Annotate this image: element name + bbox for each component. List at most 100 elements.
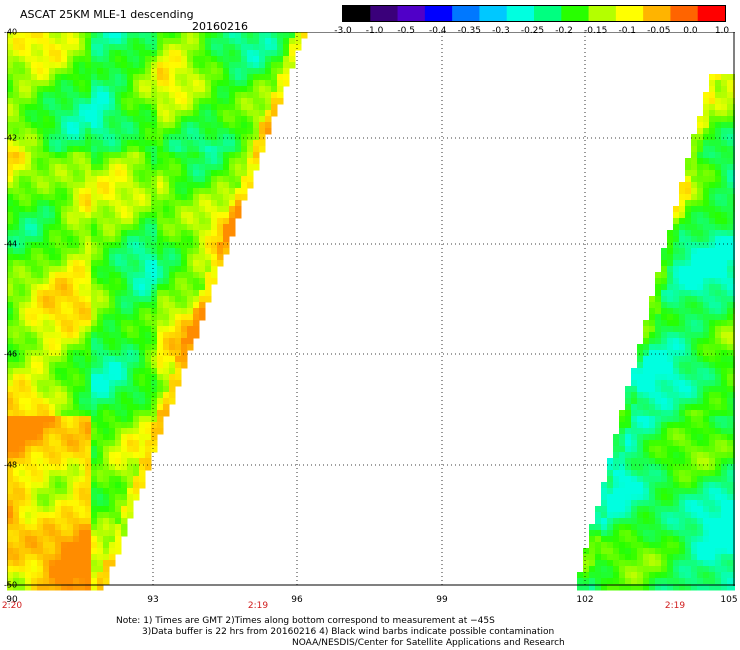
- wind-cell: [661, 326, 668, 333]
- wind-cell: [61, 326, 68, 333]
- wind-cell: [253, 158, 260, 165]
- wind-cell: [727, 512, 734, 519]
- wind-cell: [709, 398, 716, 405]
- wind-cell: [127, 146, 134, 153]
- wind-cell: [55, 566, 62, 573]
- wind-cell: [49, 176, 56, 183]
- wind-cell: [73, 554, 80, 561]
- wind-cell: [679, 566, 686, 573]
- wind-cell: [601, 512, 608, 519]
- wind-cell: [31, 278, 38, 285]
- wind-cell: [691, 476, 698, 483]
- wind-cell: [721, 398, 728, 405]
- wind-cell: [121, 530, 128, 537]
- wind-cell: [709, 146, 716, 153]
- wind-cell: [607, 542, 614, 549]
- wind-cell: [697, 182, 704, 189]
- wind-cell: [715, 254, 722, 261]
- wind-cell: [289, 56, 296, 63]
- wind-cell: [85, 32, 92, 39]
- wind-cell: [49, 278, 56, 285]
- wind-cell: [673, 470, 680, 477]
- wind-cell: [715, 200, 722, 207]
- wind-cell: [7, 212, 14, 219]
- wind-cell: [607, 578, 614, 585]
- wind-cell: [121, 224, 128, 231]
- wind-cell: [49, 578, 56, 585]
- wind-cell: [115, 344, 122, 351]
- wind-cell: [727, 254, 734, 261]
- wind-cell: [163, 254, 170, 261]
- wind-cell: [217, 152, 224, 159]
- wind-cell: [61, 62, 68, 69]
- note-line-3: NOAA/NESDIS/Center for Satellite Applica…: [292, 638, 565, 648]
- wind-cell: [133, 158, 140, 165]
- wind-cell: [97, 560, 104, 567]
- wind-cell: [169, 248, 176, 255]
- wind-cell: [697, 356, 704, 363]
- wind-cell: [697, 560, 704, 567]
- wind-cell: [271, 62, 278, 69]
- wind-cell: [127, 92, 134, 99]
- wind-cell: [91, 338, 98, 345]
- wind-cell: [61, 362, 68, 369]
- wind-cell: [151, 128, 158, 135]
- wind-cell: [19, 512, 26, 519]
- wind-cell: [73, 194, 80, 201]
- wind-cell: [205, 242, 212, 249]
- wind-cell: [685, 260, 692, 267]
- wind-cell: [727, 506, 734, 513]
- wind-cell: [73, 146, 80, 153]
- wind-cell: [103, 446, 110, 453]
- wind-cell: [235, 212, 242, 219]
- wind-cell: [709, 410, 716, 417]
- wind-cell: [139, 194, 146, 201]
- wind-cell: [31, 92, 38, 99]
- wind-cell: [145, 224, 152, 231]
- wind-cell: [163, 122, 170, 129]
- wind-cell: [79, 32, 86, 39]
- wind-cell: [169, 368, 176, 375]
- wind-cell: [685, 380, 692, 387]
- wind-cell: [31, 572, 38, 579]
- wind-cell: [631, 398, 638, 405]
- wind-cell: [193, 266, 200, 273]
- wind-cell: [667, 308, 674, 315]
- wind-cell: [13, 560, 20, 567]
- wind-cell: [85, 542, 92, 549]
- wind-cell: [727, 140, 734, 147]
- wind-cell: [673, 584, 680, 591]
- wind-cell: [13, 434, 20, 441]
- wind-cell: [643, 572, 650, 579]
- wind-cell: [727, 338, 734, 345]
- wind-cell: [277, 86, 284, 93]
- wind-cell: [25, 554, 32, 561]
- wind-cell: [223, 164, 230, 171]
- wind-cell: [67, 164, 74, 171]
- wind-cell: [7, 416, 14, 423]
- wind-cell: [109, 278, 116, 285]
- wind-cell: [709, 218, 716, 225]
- wind-cell: [103, 362, 110, 369]
- wind-cell: [661, 584, 668, 591]
- wind-cell: [91, 218, 98, 225]
- wind-cell: [667, 368, 674, 375]
- wind-cell: [151, 164, 158, 171]
- wind-cell: [673, 236, 680, 243]
- wind-cell: [109, 500, 116, 507]
- wind-cell: [193, 170, 200, 177]
- wind-cell: [589, 584, 596, 591]
- wind-cell: [97, 416, 104, 423]
- wind-cell: [25, 320, 32, 327]
- wind-cell: [13, 272, 20, 279]
- wind-cell: [709, 332, 716, 339]
- wind-cell: [139, 278, 146, 285]
- wind-cell: [661, 488, 668, 495]
- wind-cell: [151, 410, 158, 417]
- wind-cell: [103, 386, 110, 393]
- wind-cell: [13, 188, 20, 195]
- wind-cell: [703, 380, 710, 387]
- wind-cell: [217, 68, 224, 75]
- wind-cell: [115, 326, 122, 333]
- wind-cell: [121, 506, 128, 513]
